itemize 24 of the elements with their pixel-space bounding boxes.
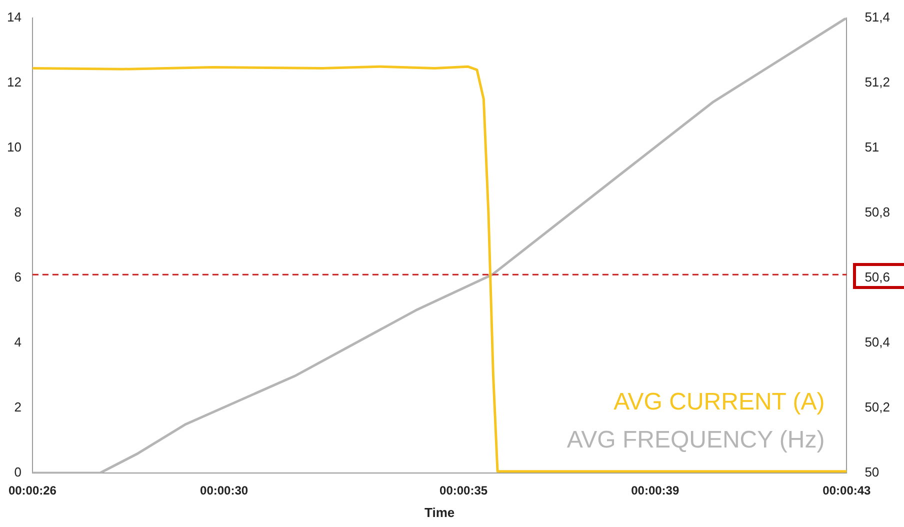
y2-tick-label: 51,4 xyxy=(864,9,890,24)
y-tick-label: 14 xyxy=(6,9,22,24)
y2-tick-label: 50,8 xyxy=(864,204,890,220)
y2-tick-label: 50,4 xyxy=(864,334,890,350)
y2-tick-label: 51 xyxy=(864,139,880,154)
y2-tick-label: 50,2 xyxy=(864,400,890,415)
x-tick-label: 00:00:43 xyxy=(822,484,872,498)
y-tick-label: 2 xyxy=(14,400,22,415)
y-tick-label: 12 xyxy=(6,74,22,90)
text: AVG CURRENT (A) xyxy=(614,388,825,416)
y-tick-label: 8 xyxy=(14,204,22,220)
y-tick-label: 10 xyxy=(6,139,22,154)
x-axis-title: Time xyxy=(424,504,455,520)
y-tick-label: 0 xyxy=(14,464,22,480)
y2-tick-label: 50 xyxy=(864,464,880,480)
y-tick-label: 6 xyxy=(14,269,22,284)
x-tick-label: 00:00:35 xyxy=(440,484,488,498)
y-tick-label: 4 xyxy=(14,334,22,350)
x-tick-label: 00:00:30 xyxy=(200,484,248,498)
y2-tick-label: 50,6 xyxy=(864,269,890,284)
text: AVG FREQUENCY (Hz) xyxy=(566,426,825,454)
x-tick-label: 00:00:26 xyxy=(8,484,57,498)
x-tick-label: 00:00:39 xyxy=(631,484,680,498)
y2-tick-label: 51,2 xyxy=(864,74,890,90)
